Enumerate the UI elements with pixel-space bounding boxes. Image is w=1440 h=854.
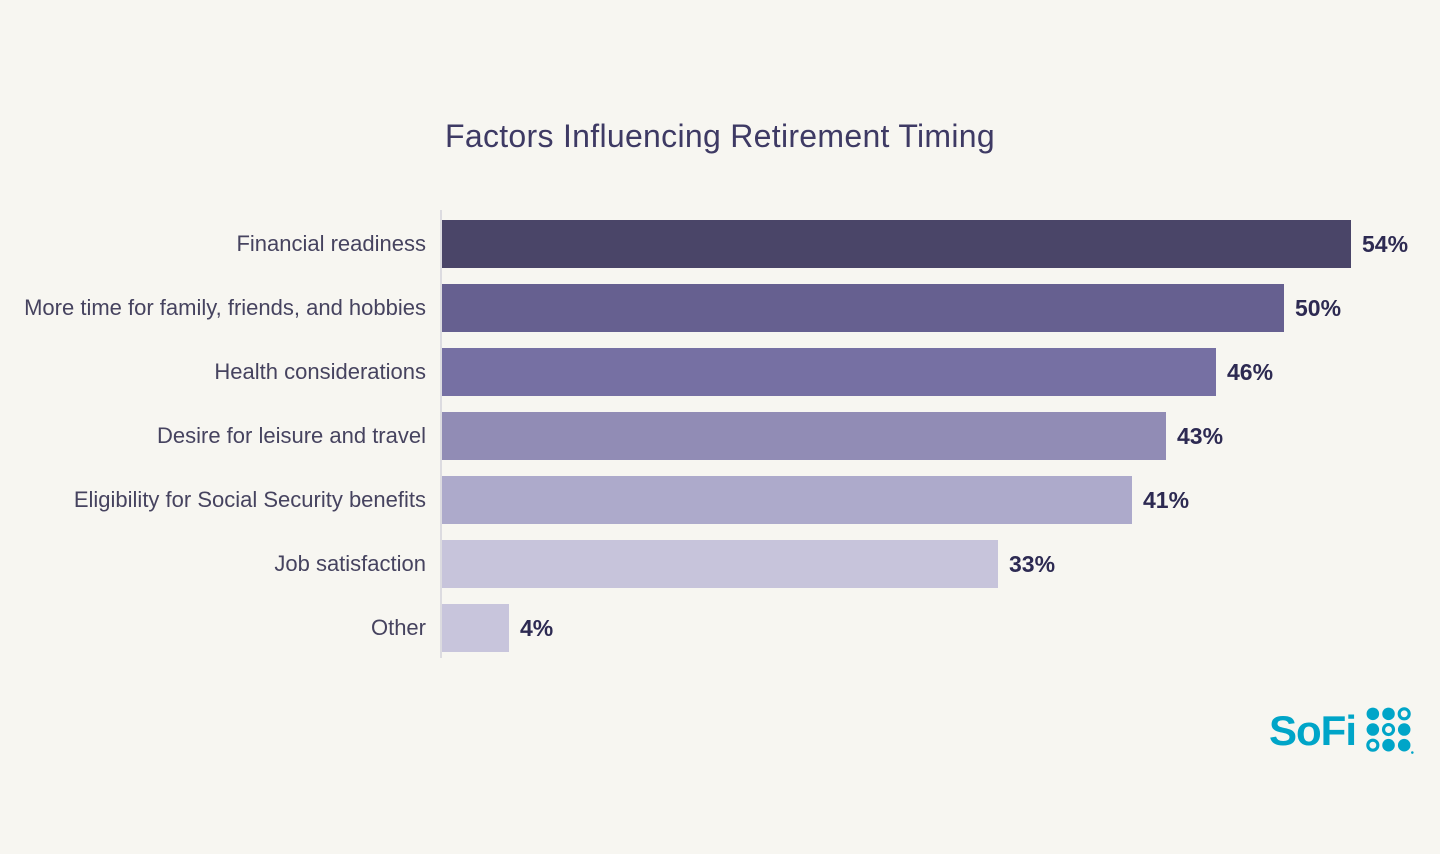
- bar-row: Other 4%: [0, 604, 1440, 652]
- category-label: Job satisfaction: [274, 551, 426, 577]
- category-label: Financial readiness: [236, 231, 426, 257]
- bar: [442, 348, 1216, 396]
- bar-row: Job satisfaction 33%: [0, 540, 1440, 588]
- sofi-logo-text: SoFi: [1269, 706, 1357, 754]
- bar: [442, 540, 998, 588]
- category-label: Other: [370, 615, 426, 641]
- value-label: 41%: [1143, 486, 1190, 513]
- bar-track: 50%: [440, 284, 1440, 332]
- value-label: 33%: [1009, 550, 1056, 577]
- bar-track: 43%: [440, 412, 1440, 460]
- bar-row: Eligibility for Social Security benefits…: [0, 476, 1440, 524]
- category-label: More time for family, friends, and hobbi…: [24, 295, 426, 321]
- bar: [442, 220, 1351, 268]
- value-label: 46%: [1227, 358, 1274, 385]
- sofi-dot-grid-icon: [1366, 707, 1414, 754]
- bar-track: 41%: [440, 476, 1440, 524]
- y-axis-line: [440, 210, 442, 658]
- chart-title: Factors Influencing Retirement Timing: [445, 118, 995, 154]
- bar-row: Financial readiness 54%: [0, 220, 1440, 268]
- bar: [442, 284, 1284, 332]
- bar: [442, 412, 1166, 460]
- value-label: 54%: [1362, 230, 1409, 257]
- bar: [442, 476, 1132, 524]
- category-label: Health considerations: [214, 359, 426, 385]
- bar-chart: Financial readiness 54% More time for fa…: [0, 220, 1440, 668]
- category-label: Desire for leisure and travel: [156, 423, 426, 449]
- bar-track: 54%: [440, 220, 1440, 268]
- value-label: 43%: [1177, 422, 1224, 449]
- bar-track: 33%: [440, 540, 1440, 588]
- bar-row: Health considerations 46%: [0, 348, 1440, 396]
- bar-row: Desire for leisure and travel 43%: [0, 412, 1440, 460]
- value-label: 50%: [1295, 294, 1342, 321]
- bar-row: More time for family, friends, and hobbi…: [0, 284, 1440, 332]
- bar-track: 46%: [440, 348, 1440, 396]
- value-label: 4%: [520, 614, 554, 641]
- bar-track: 4%: [440, 604, 1440, 652]
- bar: [442, 604, 509, 652]
- sofi-logo: SoFi: [1269, 706, 1414, 755]
- category-label: Eligibility for Social Security benefits: [73, 487, 426, 513]
